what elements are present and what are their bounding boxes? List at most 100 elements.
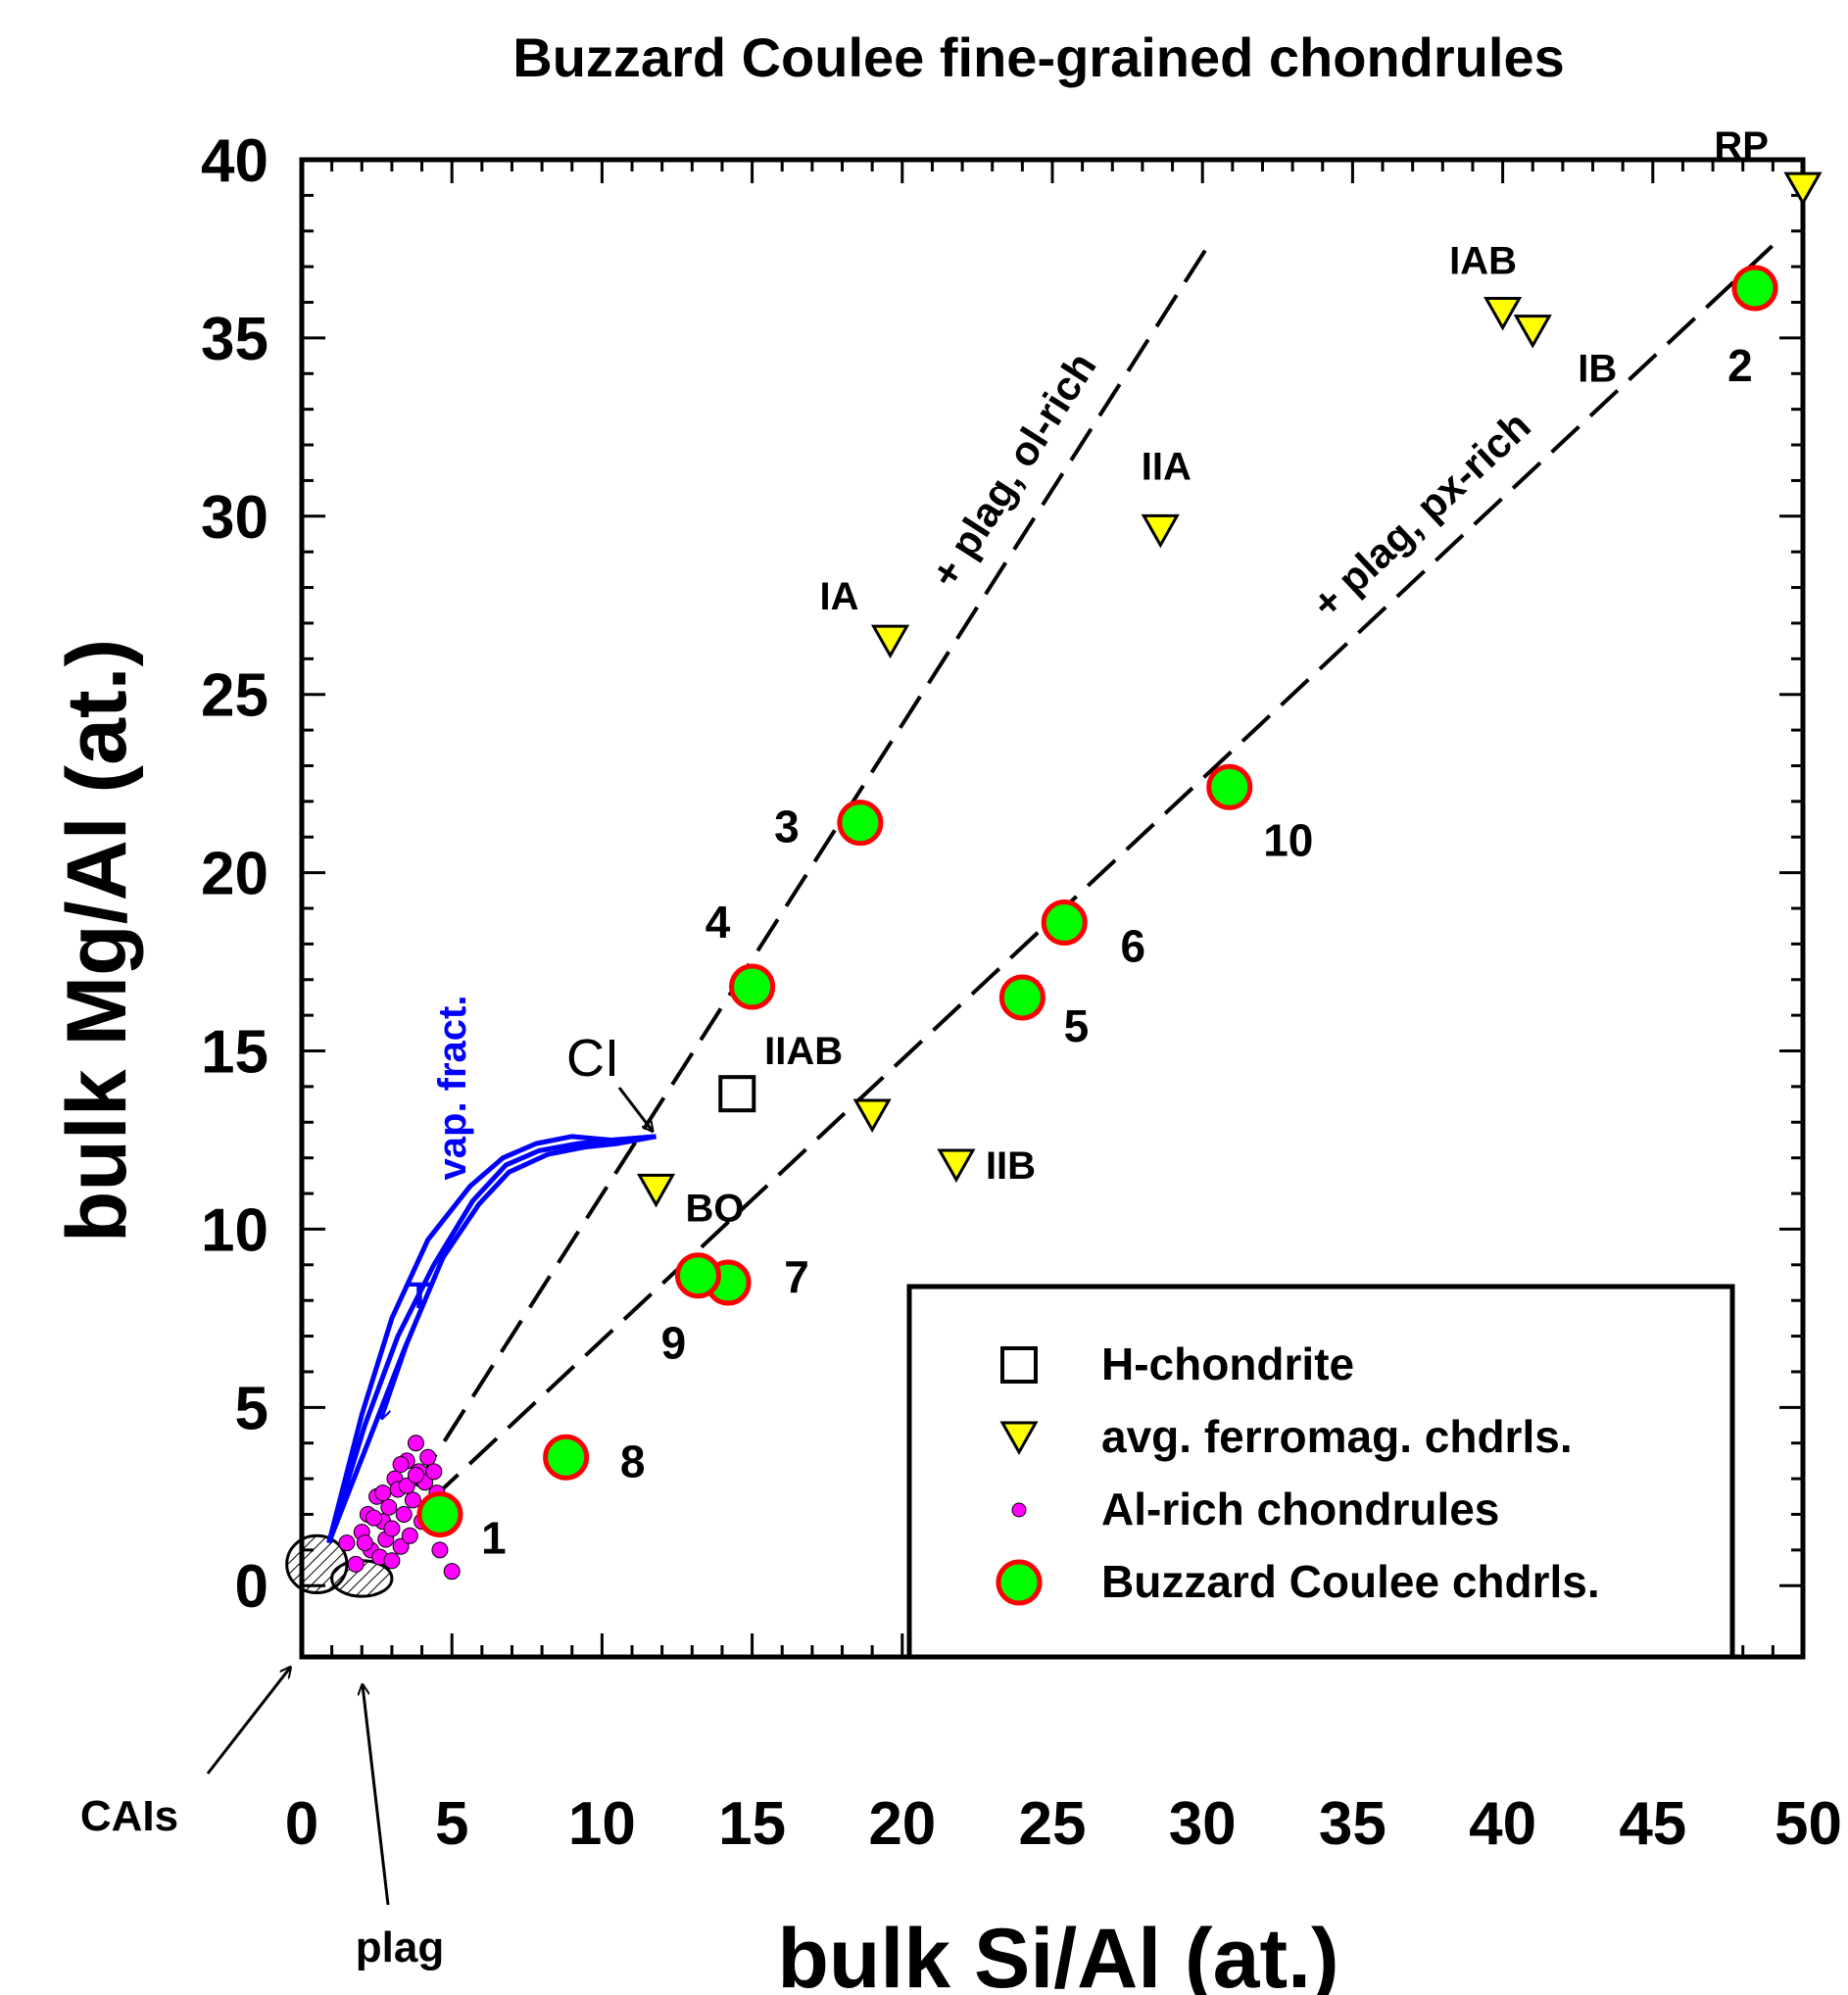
ferromag-label: BO (686, 1187, 745, 1230)
trend-line-label: + plag, px-rich (1303, 402, 1539, 627)
al-rich-point (407, 1435, 424, 1452)
vapor-curve (326, 1134, 657, 1544)
buzzard-coulee-point (729, 963, 776, 1010)
trend-line (413, 244, 1211, 1487)
buzzard-coulee-point (543, 1434, 590, 1481)
buzzard-coulee-point (674, 1252, 721, 1299)
chart-title: Buzzard Coulee fine-grained chondrules (512, 26, 1564, 88)
x-tick-label: 0 (285, 1790, 318, 1858)
buzzard-coulee-point (1041, 900, 1088, 947)
x-tick-label: 25 (1019, 1790, 1087, 1858)
x-tick-label: 5 (435, 1790, 468, 1858)
buzzard-coulee-point (998, 974, 1046, 1021)
x-axis-label: bulk Si/Al (at.) (777, 1912, 1338, 1995)
al-rich-point (398, 1477, 415, 1494)
x-tick-label: 10 (568, 1790, 636, 1858)
al-rich-point (356, 1534, 373, 1552)
cais-arrow (206, 1668, 290, 1775)
y-tick-label: 15 (201, 1019, 268, 1087)
x-tick-label: 45 (1619, 1790, 1686, 1858)
x-tick-labels: 0 5 10 15 20 25 30 35 40 45 50 (285, 1790, 1842, 1858)
al-rich-point (404, 1491, 421, 1509)
legend: H-chondrite avg. ferromag. chdrls. Al-rich… (906, 1284, 1735, 1660)
ferromag-point (870, 624, 910, 659)
ci-label: CI (566, 1029, 619, 1088)
ferromag-label: RP (1714, 124, 1769, 168)
al-rich-point (392, 1537, 410, 1555)
x-tick-label: 35 (1319, 1790, 1386, 1858)
ferromag-label: IA (820, 575, 859, 618)
ferromag-label: IB (1578, 348, 1617, 391)
al-rich-point (347, 1555, 365, 1573)
y-tick-label: 40 (201, 127, 268, 195)
legend-label: H-chondrite (1101, 1338, 1354, 1389)
ci-arrow (617, 1087, 653, 1131)
buzzard-coulee-point (837, 800, 884, 847)
y-tick-label: 0 (235, 1553, 268, 1621)
x-tick-label: 50 (1775, 1790, 1842, 1858)
y-tick-marks (302, 158, 1803, 1587)
vapor-fract-label: vap. fract. (431, 996, 474, 1181)
h-chondrite-point (718, 1075, 756, 1113)
ferromag-point (937, 1148, 976, 1183)
legend-label: Buzzard Coulee chdrls. (1101, 1556, 1600, 1607)
y-tick-label: 5 (235, 1375, 268, 1442)
ferromag-point (636, 1173, 676, 1208)
legend-square-icon (1000, 1346, 1038, 1384)
y-tick-label: 35 (201, 306, 268, 373)
y-tick-label: 10 (201, 1196, 268, 1264)
vapor-curve (326, 1134, 657, 1544)
al-rich-point (419, 1448, 437, 1466)
plag-arrow (363, 1685, 390, 1906)
al-rich-point (365, 1509, 383, 1527)
trend-line (429, 243, 1775, 1502)
ferromag-point (1141, 513, 1180, 549)
x-tick-label: 20 (868, 1790, 936, 1858)
ferromag-point (1483, 296, 1523, 331)
plag-label: plag (356, 1923, 444, 1971)
legend-dot-icon (1011, 1502, 1027, 1518)
annotations: CI CAIs plag (80, 1029, 653, 1971)
al-rich-point (407, 1466, 424, 1484)
temperature-arrow (382, 1332, 413, 1418)
cais-label: CAIs (80, 1792, 178, 1840)
ferromag-point (1783, 171, 1823, 207)
buzzard-coulee-label: 7 (784, 1251, 809, 1302)
al-rich-point (374, 1484, 392, 1502)
buzzard-coulee-label: 9 (661, 1318, 687, 1369)
buzzard-coulee-label: 1 (481, 1512, 507, 1563)
temperature-label: T (408, 1276, 430, 1317)
buzzard-coulee-label: 5 (1064, 1000, 1090, 1051)
legend-items: H-chondrite avg. ferromag. chdrls. Al-rich… (996, 1338, 1600, 1607)
al-rich-point (392, 1456, 410, 1474)
y-tick-label: 25 (201, 662, 268, 730)
al-rich-point (395, 1505, 413, 1523)
ferromag-label: IAB (1449, 239, 1517, 282)
al-rich-point (443, 1563, 461, 1581)
buzzard-coulee-label: 3 (774, 802, 800, 852)
buzzard-coulee-point (416, 1490, 463, 1537)
al-rich-point (383, 1552, 401, 1570)
buzzard-coulee-point (1731, 265, 1778, 312)
legend-circle-icon (996, 1559, 1043, 1606)
buzzard-coulee-label: 10 (1263, 814, 1313, 865)
legend-box (906, 1284, 1735, 1660)
al-rich-point (380, 1498, 398, 1516)
legend-triangle-icon (999, 1421, 1039, 1456)
trend-line-label: + plag, ol-rich (921, 344, 1104, 595)
al-rich-point (425, 1463, 443, 1481)
x-tick-label: 15 (718, 1790, 786, 1858)
vapor-fractionation-curves: vap. fract. T (326, 996, 657, 1544)
ferromag-label: IIB (986, 1144, 1036, 1188)
ferromag-point (852, 1098, 892, 1134)
legend-label: avg. ferromag. chdrls. (1101, 1411, 1573, 1462)
buzzard-coulee-label: 8 (620, 1435, 646, 1486)
ferromag-label: IIA (1142, 445, 1191, 488)
x-tick-label: 40 (1469, 1790, 1536, 1858)
al-rich-point (338, 1534, 356, 1552)
buzzard-coulee-label: 6 (1120, 921, 1145, 972)
y-tick-label: 30 (201, 484, 268, 552)
y-tick-labels: 0 5 10 15 20 25 30 35 40 (201, 127, 268, 1621)
data-points (338, 171, 1823, 1581)
